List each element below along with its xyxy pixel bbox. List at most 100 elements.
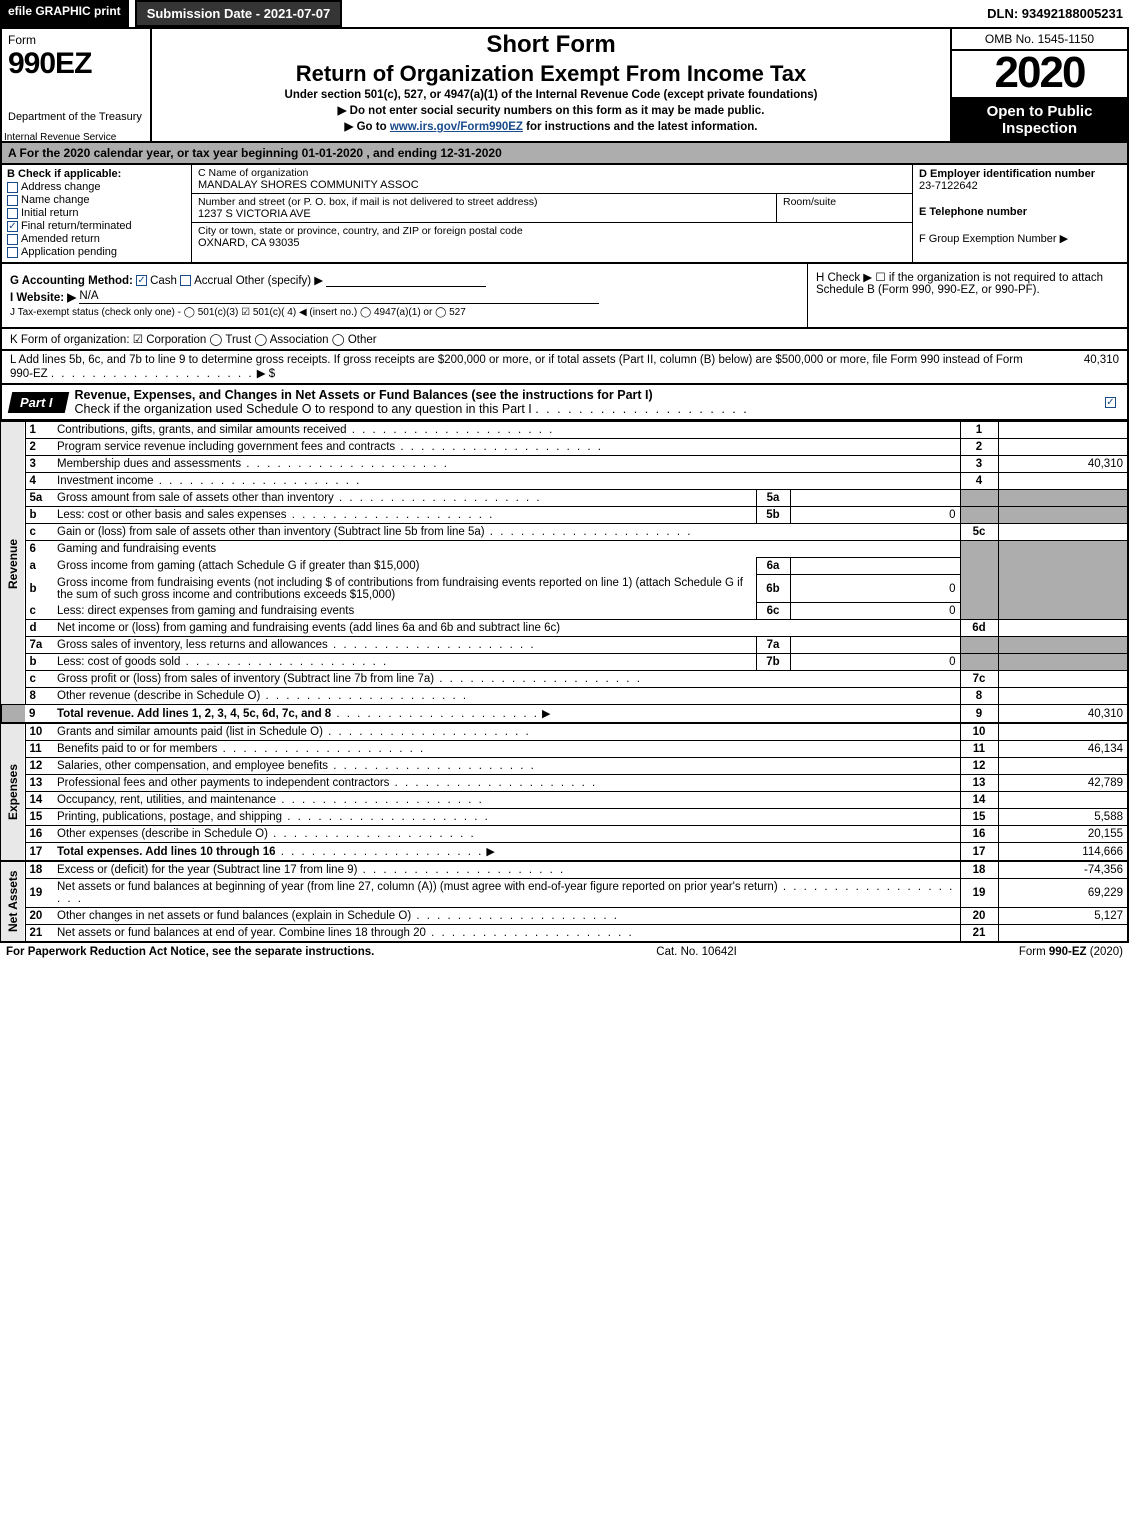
c-addr-row: Number and street (or P. O. box, if mail… (192, 194, 912, 223)
room-suite-label: Room/suite (783, 196, 906, 208)
row-6b-desc: Gross income from fundraising events (no… (57, 577, 743, 601)
row-4-code: 4 (960, 473, 998, 490)
part1-title: Revenue, Expenses, and Changes in Net As… (67, 385, 1097, 419)
box-def: D Employer identification number 23-7122… (912, 165, 1127, 262)
row-2-amt (998, 439, 1128, 456)
c-city-label: City or town, state or province, country… (198, 225, 906, 237)
period-row: A For the 2020 calendar year, or tax yea… (0, 143, 1129, 165)
row-20-desc: Other changes in net assets or fund bala… (57, 910, 411, 922)
part1-subtitle: Check if the organization used Schedule … (75, 402, 749, 416)
row-21-desc: Net assets or fund balances at end of ye… (57, 927, 426, 939)
efile-print-button[interactable]: efile GRAPHIC print (0, 0, 129, 27)
row-7c-no: c (25, 671, 53, 688)
row-6d-no: d (25, 620, 53, 637)
f-label: F Group Exemption Number ▶ (919, 232, 1121, 245)
row-14-code: 14 (960, 792, 998, 809)
return-title: Return of Organization Exempt From Incom… (160, 61, 942, 87)
row-13-code: 13 (960, 775, 998, 792)
row-13-desc: Professional fees and other payments to … (57, 777, 389, 789)
box-b-title: B Check if applicable: (7, 168, 186, 180)
row-5a-sublabel: 5a (756, 490, 790, 507)
block-ghij: G Accounting Method: ✓Cash Accrual Other… (0, 264, 1129, 329)
chk-address-change[interactable] (7, 182, 18, 193)
row-8-amt (998, 688, 1128, 705)
goto-pre: ▶ Go to (345, 121, 390, 133)
row-7b-no: b (25, 654, 53, 671)
row-4-no: 4 (25, 473, 53, 490)
header-mid: Short Form Return of Organization Exempt… (152, 29, 952, 141)
ein-value: 23-7122642 (919, 180, 1121, 192)
row-6d-code: 6d (960, 620, 998, 637)
row-1-amt (998, 422, 1128, 439)
open-to-public: Open to Public Inspection (952, 99, 1127, 141)
row-2-no: 2 (25, 439, 53, 456)
goto-link[interactable]: www.irs.gov/Form990EZ (390, 121, 523, 133)
row-20-no: 20 (25, 908, 53, 925)
row-3-amt: 40,310 (998, 456, 1128, 473)
row-17-amt: 114,666 (998, 843, 1128, 862)
goto-post: for instructions and the latest informat… (523, 121, 758, 133)
footer-left: For Paperwork Reduction Act Notice, see … (6, 946, 374, 958)
page-footer: For Paperwork Reduction Act Notice, see … (0, 943, 1129, 958)
row-9-no: 9 (25, 705, 53, 724)
part1-check[interactable]: ✓ (1097, 396, 1127, 408)
row-7a-amt (998, 637, 1128, 654)
row-7a-code (960, 637, 998, 654)
line-k: K Form of organization: ☑ Corporation ◯ … (0, 329, 1129, 351)
row-15-no: 15 (25, 809, 53, 826)
row-7a-no: 7a (25, 637, 53, 654)
row-6b-code (960, 575, 998, 603)
lbl-application-pending: Application pending (21, 246, 117, 258)
chk-final-return[interactable]: ✓ (7, 221, 18, 232)
row-7b-desc: Less: cost of goods sold (57, 656, 180, 668)
g-label: G Accounting Method: (10, 275, 133, 287)
row-10-amt (998, 723, 1128, 741)
row-12-no: 12 (25, 758, 53, 775)
block-bcd: B Check if applicable: Address change Na… (0, 165, 1129, 264)
row-6b-amt (998, 575, 1128, 603)
row-17-desc: Total expenses. Add lines 10 through 16 (57, 846, 276, 858)
chk-accrual[interactable] (180, 275, 191, 286)
row-13-amt: 42,789 (998, 775, 1128, 792)
row-11-code: 11 (960, 741, 998, 758)
row-19-amt: 69,229 (998, 879, 1128, 908)
chk-name-change[interactable] (7, 195, 18, 206)
row-15-desc: Printing, publications, postage, and shi… (57, 811, 282, 823)
row-18-code: 18 (960, 861, 998, 879)
part1-header: Part I Revenue, Expenses, and Changes in… (0, 385, 1129, 421)
org-street: 1237 S VICTORIA AVE (198, 208, 770, 220)
row-9-desc: Total revenue. Add lines 1, 2, 3, 4, 5c,… (57, 708, 331, 720)
dln-label: DLN: 93492188005231 (981, 2, 1129, 25)
row-6a-code (960, 558, 998, 575)
row-3-desc: Membership dues and assessments (57, 458, 241, 470)
chk-amended-return[interactable] (7, 234, 18, 245)
box-b: B Check if applicable: Address change Na… (2, 165, 192, 262)
row-6a-sublabel: 6a (756, 558, 790, 575)
open-line2: Inspection (954, 120, 1125, 137)
website-input[interactable]: N/A (79, 290, 599, 304)
ghij-left: G Accounting Method: ✓Cash Accrual Other… (2, 264, 807, 327)
row-5a-no: 5a (25, 490, 53, 507)
row-19-desc: Net assets or fund balances at beginning… (57, 881, 778, 893)
org-name: MANDALAY SHORES COMMUNITY ASSOC (198, 179, 906, 191)
submission-date-button[interactable]: Submission Date - 2021-07-07 (135, 0, 343, 27)
row-16-no: 16 (25, 826, 53, 843)
row-11-no: 11 (25, 741, 53, 758)
i-label: I Website: ▶ (10, 292, 76, 304)
row-7a-desc: Gross sales of inventory, less returns a… (57, 639, 328, 651)
row-7b-amt (998, 654, 1128, 671)
c-name-row: C Name of organization MANDALAY SHORES C… (192, 165, 912, 194)
lbl-name-change: Name change (21, 194, 90, 206)
row-5c-no: c (25, 524, 53, 541)
box-c: C Name of organization MANDALAY SHORES C… (192, 165, 912, 262)
other-specify-input[interactable] (326, 273, 486, 287)
chk-application-pending[interactable] (7, 247, 18, 258)
row-15-amt: 5,588 (998, 809, 1128, 826)
chk-initial-return[interactable] (7, 208, 18, 219)
chk-cash[interactable]: ✓ (136, 275, 147, 286)
row-6d-desc: Net income or (loss) from gaming and fun… (57, 622, 560, 634)
row-4-desc: Investment income (57, 475, 154, 487)
row-7a-subval (790, 637, 960, 654)
top-bar: efile GRAPHIC print Submission Date - 20… (0, 0, 1129, 29)
row-6d-amt (998, 620, 1128, 637)
